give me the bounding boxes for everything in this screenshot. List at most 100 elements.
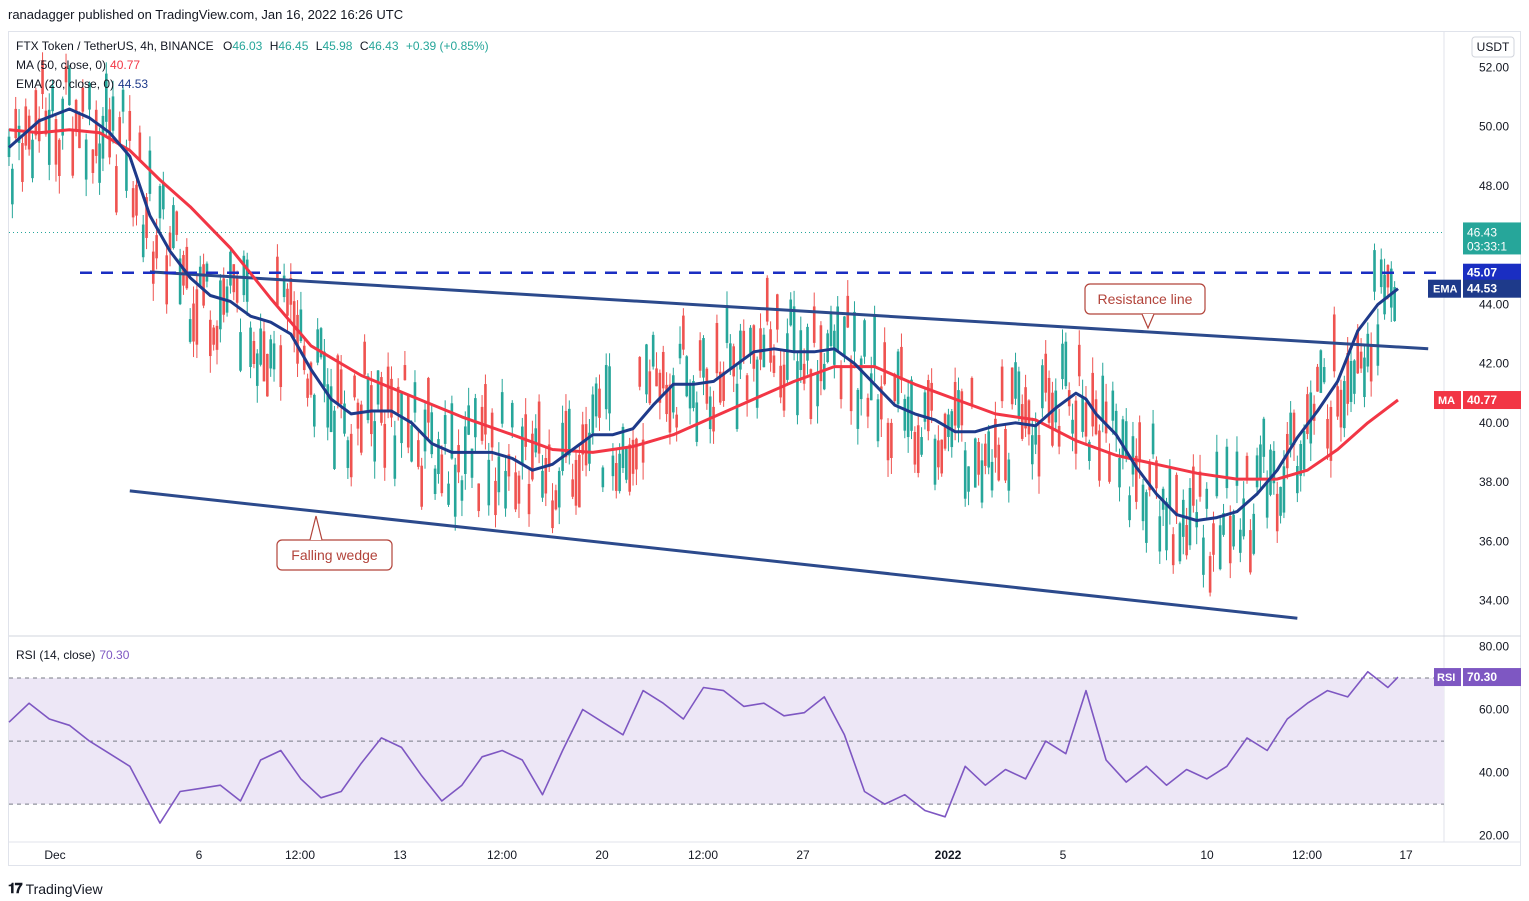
candle-body xyxy=(316,329,319,363)
price-tick-label: 44.00 xyxy=(1479,297,1509,311)
candle-body xyxy=(1235,451,1239,486)
legend-close: 46.43 xyxy=(368,39,399,53)
candle-body xyxy=(1171,534,1175,566)
candle-body xyxy=(809,369,813,419)
legend-low: 45.98 xyxy=(322,39,353,53)
legend-open: 46.03 xyxy=(232,39,263,53)
candle-body xyxy=(598,388,601,418)
candle-body xyxy=(366,376,370,421)
rsi-value-tag: 70.30 xyxy=(1467,670,1497,684)
candle-body xyxy=(162,181,165,210)
candle-body xyxy=(1151,423,1155,455)
candle-body xyxy=(651,334,655,367)
candle-body xyxy=(1329,406,1333,461)
candle-body xyxy=(457,445,460,473)
candle-body xyxy=(41,60,44,95)
countdown-tag: 03:33:1 xyxy=(1467,239,1507,253)
candle-body xyxy=(47,109,51,165)
candle-body xyxy=(1165,501,1168,551)
candle-body xyxy=(477,483,481,512)
candle-body xyxy=(484,384,487,435)
candle-body xyxy=(54,119,58,165)
candle-body xyxy=(339,369,343,405)
candle-body xyxy=(1104,401,1108,434)
candle-body xyxy=(1101,375,1105,420)
candle-body xyxy=(1245,455,1249,480)
candle-body xyxy=(215,325,219,350)
candle-body xyxy=(1145,492,1148,543)
candle-body xyxy=(1292,412,1296,446)
candle-body xyxy=(635,438,638,470)
candle-body xyxy=(84,139,88,180)
candle-body xyxy=(1047,377,1051,423)
candle-body xyxy=(1030,435,1034,465)
candle-body xyxy=(856,389,860,429)
candle-body xyxy=(960,391,964,426)
candle-body xyxy=(1252,513,1256,554)
price-tick-label: 42.00 xyxy=(1479,357,1509,371)
candle-body xyxy=(313,394,316,427)
candle-body xyxy=(591,394,595,434)
ma-name-tag-bg xyxy=(1434,391,1461,410)
candles-group xyxy=(7,52,1396,597)
candle-body xyxy=(970,377,974,407)
candle-body xyxy=(668,384,672,433)
candle-body xyxy=(866,397,870,417)
candle-body xyxy=(121,89,125,112)
candle-body xyxy=(588,432,591,464)
candle-body xyxy=(1215,451,1219,497)
candle-body xyxy=(212,327,215,345)
candle-body xyxy=(943,413,947,449)
candle-body xyxy=(524,414,527,447)
legend-rsi-label: RSI (14, close) xyxy=(16,648,96,662)
rsi-tick-label: 40.00 xyxy=(1479,766,1509,780)
candle-body xyxy=(24,106,28,146)
candle-body xyxy=(474,398,477,438)
candle-body xyxy=(266,353,269,397)
candle-body xyxy=(1044,353,1048,393)
candle-body xyxy=(195,289,199,345)
candle-body xyxy=(151,251,155,284)
candle-body xyxy=(698,340,702,371)
candle-body xyxy=(1088,441,1091,461)
candle-body xyxy=(289,277,293,305)
candle-body xyxy=(1289,412,1292,445)
rsi-tick-label: 60.00 xyxy=(1479,703,1509,717)
candle-body xyxy=(17,125,21,143)
candle-body xyxy=(772,355,776,373)
candle-body xyxy=(410,425,413,462)
candle-body xyxy=(1202,537,1205,575)
candle-body xyxy=(792,306,796,354)
candle-body xyxy=(380,377,383,423)
candle-body xyxy=(692,381,695,408)
candle-body xyxy=(963,450,967,499)
time-tick-label: 13 xyxy=(393,848,407,862)
candle-body xyxy=(145,197,148,238)
ema-name-tag: EMA xyxy=(1433,284,1458,296)
candle-body xyxy=(712,406,715,432)
annotation-pointer xyxy=(1141,313,1155,330)
candle-body xyxy=(219,280,222,330)
candle-body xyxy=(1326,418,1329,449)
candle-body xyxy=(1158,516,1162,552)
legend-o-label: O xyxy=(222,39,233,53)
candle-body xyxy=(819,325,823,382)
candle-body xyxy=(135,184,138,216)
candle-body xyxy=(363,341,366,375)
tradingview-brand[interactable]: 𝟏𝟕 TradingView xyxy=(8,880,103,897)
candle-body xyxy=(625,448,628,480)
candle-body xyxy=(1124,421,1128,459)
candle-body xyxy=(1242,498,1245,537)
candle-body xyxy=(141,224,145,258)
candle-body xyxy=(1198,471,1202,497)
candle-body xyxy=(1188,487,1192,546)
candle-body xyxy=(490,412,494,448)
candle-body xyxy=(245,259,249,302)
candle-body xyxy=(487,459,491,506)
candle-body xyxy=(443,415,447,444)
candle-body xyxy=(450,403,454,459)
candle-body xyxy=(926,380,930,432)
candle-body xyxy=(1222,513,1225,535)
candle-body xyxy=(1265,481,1269,518)
